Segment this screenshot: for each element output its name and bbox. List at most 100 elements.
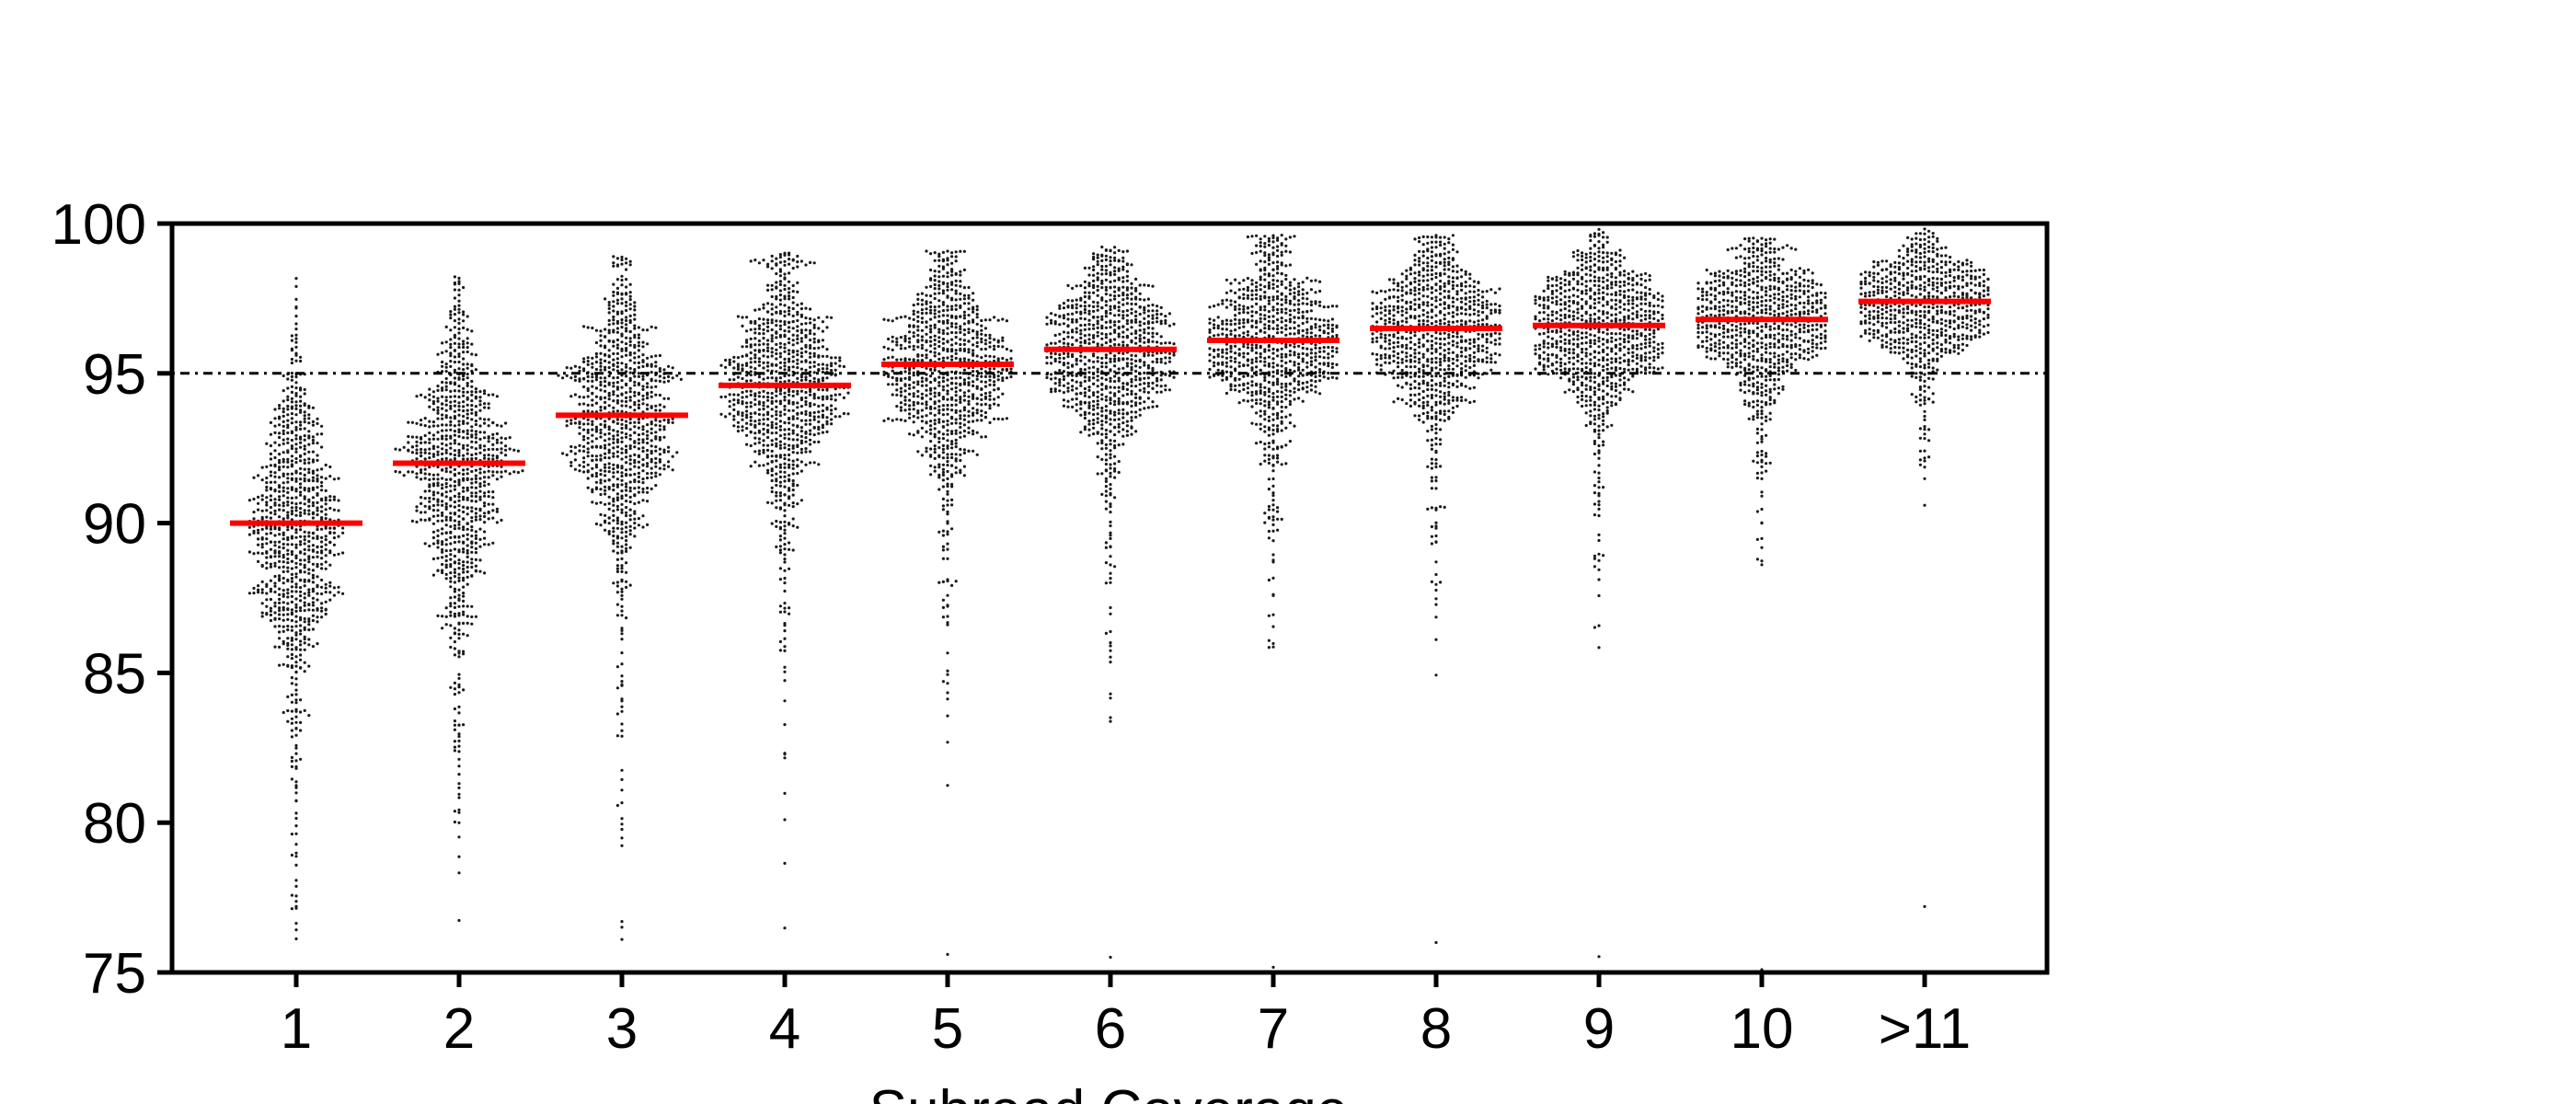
data-point xyxy=(950,415,954,419)
data-point xyxy=(441,447,444,451)
data-point xyxy=(436,437,440,441)
data-point xyxy=(474,518,478,522)
data-point xyxy=(791,283,795,288)
data-point xyxy=(783,314,787,317)
data-point xyxy=(620,385,624,389)
data-point xyxy=(324,502,328,506)
data-point xyxy=(252,586,256,591)
data-point xyxy=(462,357,466,361)
data-point xyxy=(946,275,949,279)
data-point xyxy=(328,506,332,511)
data-point xyxy=(278,435,282,440)
data-point xyxy=(766,435,770,440)
data-point xyxy=(817,369,821,373)
data-point xyxy=(278,559,282,563)
data-point xyxy=(441,500,444,503)
data-point xyxy=(265,496,269,500)
data-point xyxy=(637,438,641,442)
data-point xyxy=(941,605,945,610)
data-point xyxy=(959,280,962,283)
data-point xyxy=(269,420,272,424)
data-point xyxy=(420,518,423,522)
data-point xyxy=(941,485,945,489)
data-point xyxy=(420,496,423,500)
data-point xyxy=(466,448,469,452)
data-point xyxy=(937,275,941,279)
data-point xyxy=(449,354,453,358)
data-point xyxy=(282,474,285,478)
data-point xyxy=(937,344,941,349)
data-point xyxy=(1113,328,1117,332)
data-point xyxy=(937,418,941,421)
data-point xyxy=(838,364,842,368)
data-point xyxy=(1083,391,1087,395)
data-point xyxy=(1113,285,1117,289)
data-point xyxy=(762,408,765,411)
data-point xyxy=(791,459,795,463)
data-point xyxy=(788,503,791,507)
data-point xyxy=(282,618,285,622)
data-point xyxy=(967,395,971,398)
data-point xyxy=(916,297,920,301)
data-point xyxy=(431,395,435,398)
data-point xyxy=(778,545,783,548)
data-point xyxy=(612,581,615,585)
data-point xyxy=(436,491,440,495)
data-point xyxy=(453,341,456,345)
data-point xyxy=(453,409,456,413)
data-point xyxy=(466,533,469,536)
data-point xyxy=(912,400,915,404)
data-point xyxy=(444,577,448,581)
data-point xyxy=(462,486,466,489)
data-point xyxy=(628,518,632,522)
data-point xyxy=(474,447,478,451)
data-point xyxy=(728,361,731,364)
data-point xyxy=(466,416,469,420)
data-point xyxy=(628,480,632,484)
data-point xyxy=(453,313,456,316)
data-point xyxy=(1130,380,1133,384)
data-point xyxy=(449,512,453,515)
data-point xyxy=(1113,374,1117,378)
data-point xyxy=(294,284,298,288)
data-point xyxy=(946,295,949,299)
data-point xyxy=(423,417,427,420)
data-point xyxy=(615,298,620,302)
data-point xyxy=(457,711,461,715)
data-point xyxy=(457,331,461,335)
data-point xyxy=(980,367,983,371)
data-point xyxy=(286,613,290,616)
data-point xyxy=(1079,332,1083,336)
data-point xyxy=(290,590,293,593)
data-point xyxy=(654,419,658,422)
data-point xyxy=(946,444,949,448)
data-point xyxy=(937,399,941,403)
data-point xyxy=(937,454,941,458)
data-point xyxy=(804,350,808,353)
data-point xyxy=(265,532,269,535)
data-point xyxy=(500,436,503,440)
data-point xyxy=(294,791,298,795)
data-point xyxy=(925,400,928,404)
data-point xyxy=(457,299,461,303)
data-point xyxy=(478,417,482,420)
data-point xyxy=(453,512,456,516)
data-point xyxy=(290,717,293,720)
data-point xyxy=(804,368,808,372)
data-point xyxy=(1001,379,1005,383)
data-point xyxy=(736,410,741,414)
data-point xyxy=(286,487,290,490)
data-point xyxy=(628,421,632,425)
data-point xyxy=(620,651,624,655)
data-point xyxy=(431,473,435,477)
data-point xyxy=(294,496,298,500)
data-point xyxy=(436,453,440,456)
data-point xyxy=(959,371,962,374)
data-point xyxy=(972,384,975,387)
data-point xyxy=(788,341,791,345)
data-point xyxy=(294,505,298,510)
data-point xyxy=(420,441,423,444)
data-point xyxy=(637,475,641,479)
data-point xyxy=(950,281,954,284)
data-point xyxy=(1096,308,1099,312)
